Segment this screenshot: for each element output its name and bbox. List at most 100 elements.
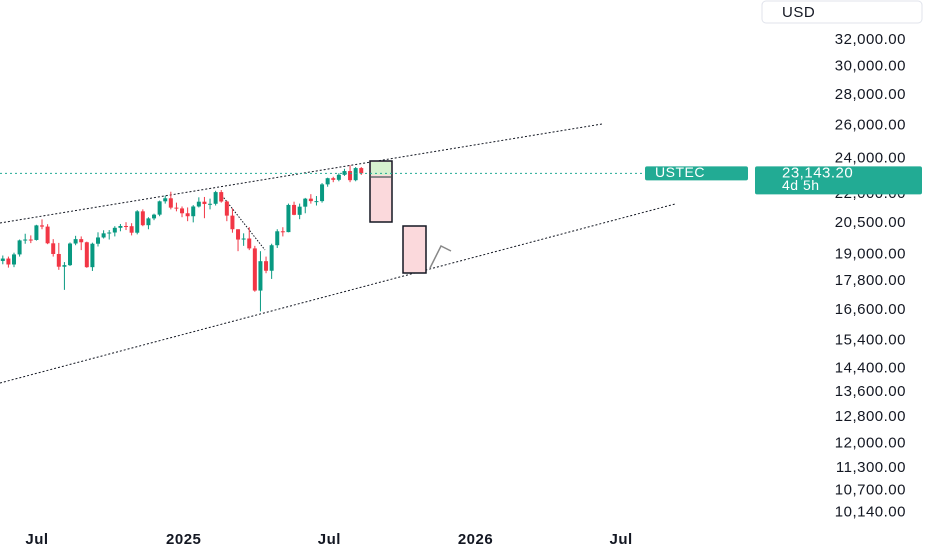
y-tick-label: 15,400.00 bbox=[835, 332, 906, 349]
x-tick-label: Jul bbox=[318, 531, 341, 548]
candle-body bbox=[96, 237, 101, 244]
candle-body bbox=[68, 243, 73, 266]
candle-body bbox=[90, 243, 95, 268]
candle-body bbox=[236, 229, 241, 240]
candle-body bbox=[163, 198, 168, 202]
candle-body bbox=[40, 225, 45, 227]
candle-body bbox=[157, 201, 162, 215]
candle-body bbox=[84, 242, 89, 268]
candle-body bbox=[12, 254, 17, 265]
candle-body bbox=[112, 227, 117, 233]
symbol: USTEC bbox=[655, 164, 705, 180]
currency-box bbox=[761, 0, 923, 24]
y-tick-label: 30,000.00 bbox=[835, 58, 906, 75]
candle-body bbox=[62, 265, 67, 267]
candle-body bbox=[269, 245, 274, 271]
candle-body bbox=[174, 207, 179, 209]
candle-body bbox=[196, 201, 201, 207]
candle-body bbox=[320, 184, 325, 202]
y-tick-label: 24,000.00 bbox=[835, 149, 906, 166]
candle-body bbox=[191, 206, 196, 217]
y-tick-label: 13,600.00 bbox=[835, 383, 906, 400]
candle-body bbox=[56, 253, 61, 267]
candle-body bbox=[297, 206, 302, 215]
arrow bbox=[429, 244, 452, 269]
candle-body bbox=[185, 213, 190, 217]
candle-body bbox=[202, 201, 207, 204]
candle-body bbox=[101, 233, 106, 238]
candle-body bbox=[275, 231, 280, 246]
candle-body bbox=[219, 192, 224, 202]
candle-body bbox=[308, 198, 313, 202]
y-tick-label: 20,500.00 bbox=[835, 214, 906, 231]
candle-body bbox=[314, 201, 319, 203]
currency: USD bbox=[782, 4, 815, 21]
candle-body bbox=[124, 225, 129, 227]
candle-body bbox=[258, 261, 263, 291]
y-tick-label: 10,140.00 bbox=[835, 504, 906, 521]
y-tick-label: 14,400.00 bbox=[835, 359, 906, 376]
candle-body bbox=[45, 226, 50, 244]
candle-body bbox=[0, 258, 5, 261]
candle-body bbox=[252, 248, 257, 291]
projection-gain bbox=[371, 162, 391, 175]
x-tick-label: 2025 bbox=[166, 531, 201, 548]
candle-body bbox=[336, 174, 341, 180]
candle-body bbox=[135, 211, 140, 233]
drawings bbox=[0, 123, 676, 384]
candle-body bbox=[23, 239, 28, 241]
candle-body bbox=[34, 225, 39, 240]
candle-body bbox=[129, 226, 134, 233]
candle-body bbox=[213, 192, 218, 204]
candle-body bbox=[118, 225, 123, 228]
y-tick-label: 10,700.00 bbox=[835, 481, 906, 498]
lower-trendline bbox=[0, 203, 676, 384]
candle-body bbox=[107, 232, 112, 234]
candle-body bbox=[208, 203, 213, 205]
candle-body bbox=[280, 231, 285, 233]
countdown: 4d 5h bbox=[782, 177, 820, 193]
y-tick-label: 12,000.00 bbox=[835, 434, 906, 451]
x-tick-label: Jul bbox=[25, 531, 48, 548]
candle-body bbox=[241, 238, 246, 240]
candle-body bbox=[140, 211, 145, 226]
symbol-badge bbox=[645, 166, 748, 181]
y-tick-label: 32,000.00 bbox=[835, 31, 906, 48]
candle-body bbox=[264, 261, 269, 271]
y-tick-label: 17,800.00 bbox=[835, 272, 906, 289]
candle-body bbox=[292, 204, 297, 215]
candle-body bbox=[342, 171, 347, 175]
price-badge bbox=[755, 166, 922, 195]
x-tick-label: 2026 bbox=[458, 531, 493, 548]
candle-body bbox=[359, 168, 364, 174]
y-tick-label: 19,000.00 bbox=[835, 245, 906, 262]
candle-body bbox=[303, 198, 308, 207]
candle-body bbox=[286, 204, 291, 233]
candle-body bbox=[146, 218, 151, 226]
candle-body bbox=[168, 198, 173, 208]
projection-box bbox=[402, 225, 427, 274]
candle-body bbox=[17, 240, 22, 255]
y-tick-label: 16,600.00 bbox=[835, 301, 906, 318]
candle-body bbox=[247, 238, 252, 249]
candle-body bbox=[51, 243, 56, 254]
candle-body bbox=[353, 168, 358, 181]
candle-body bbox=[152, 214, 157, 219]
candle-body bbox=[180, 208, 185, 214]
x-tick-label: Jul bbox=[610, 531, 633, 548]
candle-body bbox=[73, 239, 78, 244]
candle-body bbox=[331, 178, 336, 180]
y-tick-label: 26,000.00 bbox=[835, 116, 906, 133]
candle-body bbox=[348, 171, 353, 181]
candle-body bbox=[230, 215, 235, 230]
candle-body bbox=[224, 201, 229, 216]
y-tick-label: 28,000.00 bbox=[835, 86, 906, 103]
candle-body bbox=[28, 239, 33, 241]
y-tick-label: 12,800.00 bbox=[835, 408, 906, 425]
last-price: 23,143.20 bbox=[782, 164, 853, 181]
candle-body bbox=[6, 258, 11, 265]
candle-body bbox=[79, 239, 84, 243]
y-tick-label: 11,300.00 bbox=[836, 459, 906, 476]
